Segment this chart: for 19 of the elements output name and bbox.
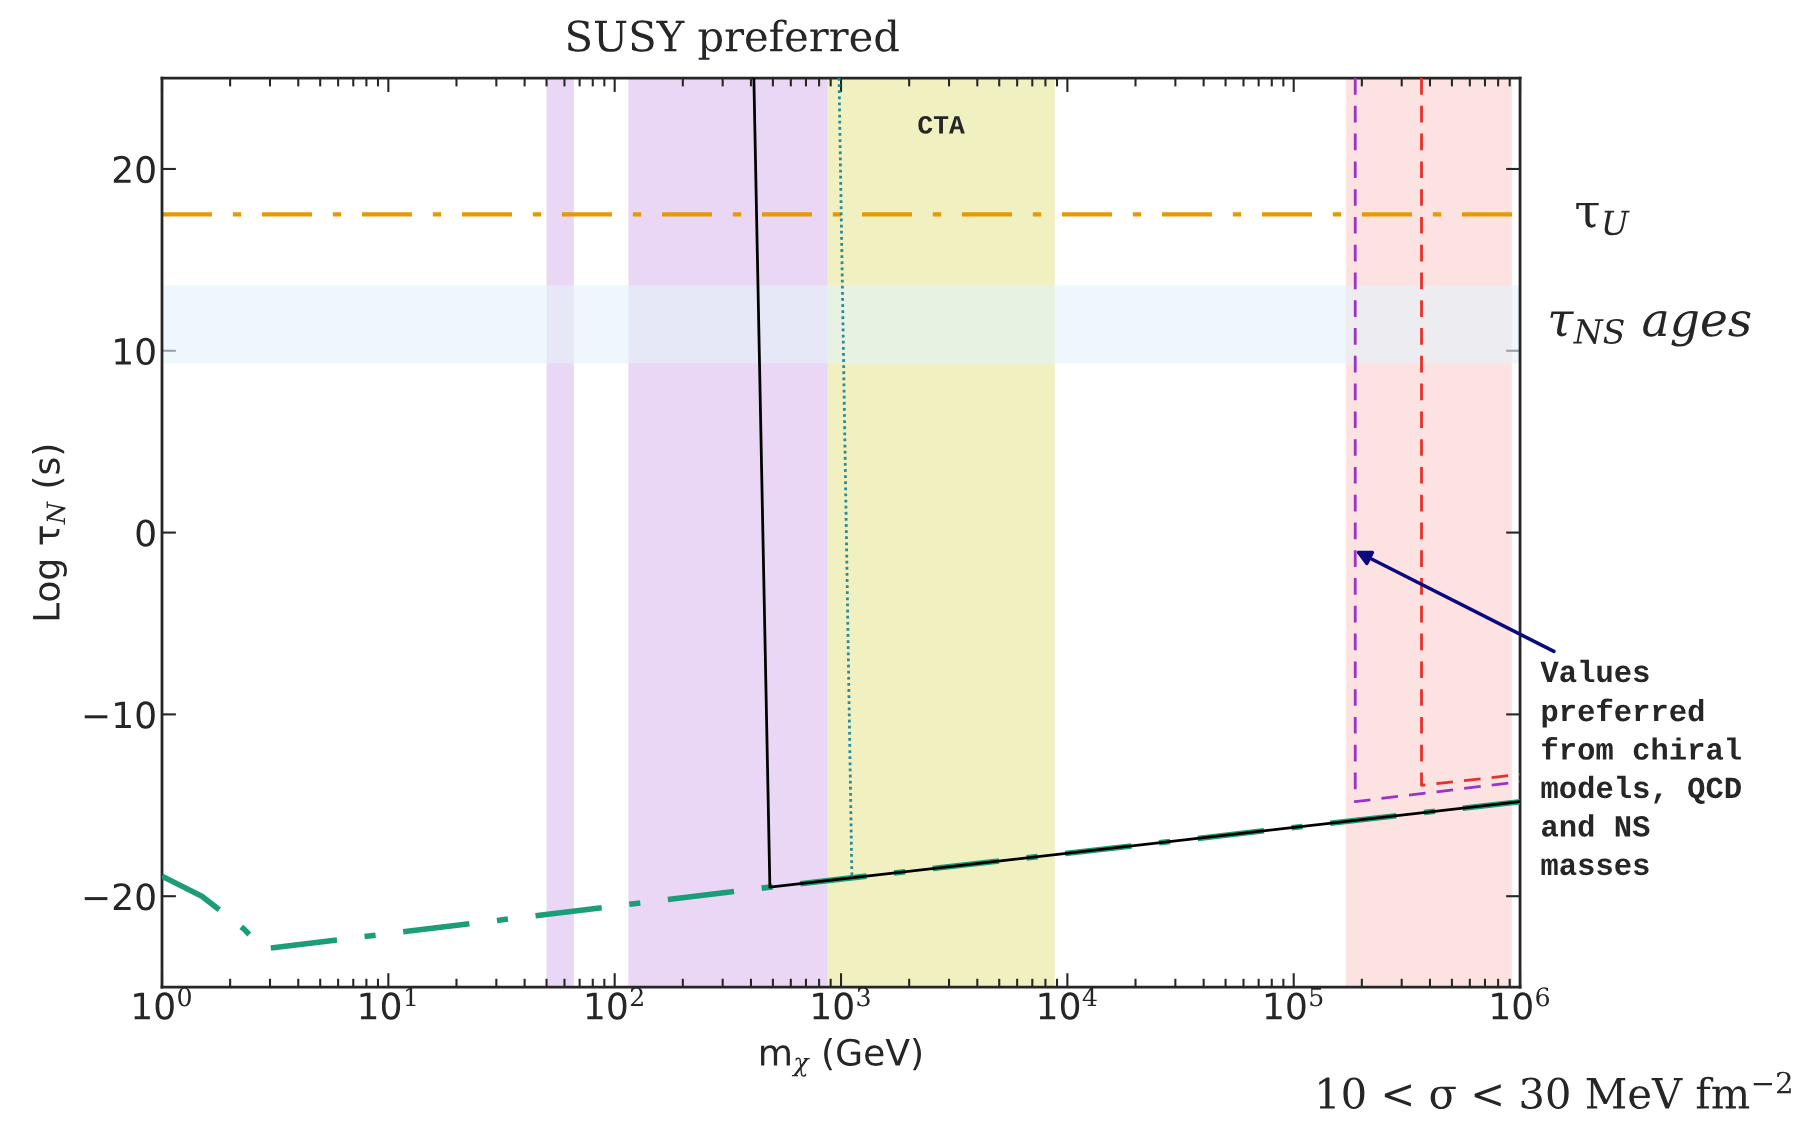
text: 10 < σ < 30 MeV fm$^{−2}$ (1319, 1071, 1791, 1110)
x-axis-title: m$_{χ}$ (GeV) (761, 1038, 921, 1077)
y-axis-title: Log τ$_{N}$ (s) (32, 445, 67, 620)
band-label: CTA (918, 115, 965, 134)
ref-line-label: τ$_{U}$ (1576, 202, 1630, 236)
x-tick-label: 10$^{4}$ (1039, 987, 1097, 1020)
y-tick-label: −10 (84, 701, 155, 729)
y-tick-label: 10 (115, 337, 155, 365)
annotation: Values preferred from chiral models, QCD and NS masses (1540, 659, 1741, 876)
x-tick-label: 10$^{1}$ (360, 987, 416, 1020)
x-tick-label: 10$^{0}$ (134, 987, 191, 1020)
x-tick-label: 10$^{3}$ (813, 987, 870, 1020)
y-tick-label: 0 (136, 519, 155, 547)
band-label: SUSY preferred (567, 19, 899, 60)
x-tick-label: 10$^{6}$ (1492, 987, 1550, 1020)
x-tick-label: 10$^{5}$ (1265, 987, 1323, 1020)
y-tick-label: −20 (84, 883, 155, 911)
y-tick-label: 20 (113, 155, 155, 184)
band-label: τ$_{NS}$ ages (1550, 310, 1751, 347)
